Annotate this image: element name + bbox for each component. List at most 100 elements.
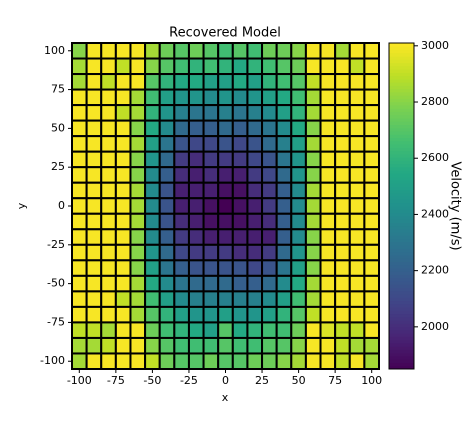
cell [231,336,249,355]
cell [348,243,366,262]
colorbar-segment [389,52,414,57]
cell [187,197,205,215]
cell [363,336,380,355]
cell [144,336,161,355]
x-tick-label: -50 [143,374,161,387]
cell [348,73,366,91]
cell [187,274,205,293]
cell [85,228,103,246]
cell [85,212,103,231]
cell [85,336,103,355]
cell [275,119,293,138]
colorbar-segment [389,192,414,197]
cell [71,166,88,184]
cell [275,228,293,246]
colorbar-segment [389,319,414,324]
cell [363,57,380,76]
cell [129,321,147,339]
cell [114,259,132,277]
cell [202,321,220,339]
cell [348,212,366,231]
cell [275,57,293,76]
cell [246,336,264,355]
cell [144,135,161,153]
cell [246,42,264,60]
cell [71,135,88,153]
cell [217,274,234,293]
cell [231,119,249,138]
cell [217,259,234,277]
colorbar-segment [389,137,414,142]
colorbar-segment [389,339,414,344]
colorbar-segment [389,300,414,305]
cell [231,274,249,293]
cell [290,119,307,138]
cell [71,243,88,262]
cell [173,166,190,184]
cell [363,119,380,138]
cell [319,73,337,91]
colorbar-segment [389,361,414,367]
cell [290,259,307,277]
colorbar-segment [389,202,414,207]
cell [129,166,147,184]
cell [217,290,234,308]
cell [304,104,322,122]
cell [348,197,366,215]
cell [202,290,220,308]
cell [144,305,161,324]
cell [231,290,249,308]
cell [363,181,380,200]
cell [187,305,205,324]
cell [144,88,161,107]
colorbar-segment [389,153,414,158]
cell [319,336,337,355]
cell [275,321,293,339]
cell [319,135,337,153]
cell [363,243,380,262]
cell [202,135,220,153]
cell [290,88,307,107]
cell [348,104,366,122]
colorbar-segment [389,198,414,204]
cell [290,305,307,324]
cell [71,88,88,107]
cell [71,290,88,308]
cell [114,135,132,153]
cell [173,150,190,169]
cell [158,212,176,231]
cell [187,352,205,371]
cell [246,73,264,91]
cell [261,352,278,371]
colorbar-segment [389,244,414,249]
cell [334,181,351,200]
cell [261,181,278,200]
cell [348,336,366,355]
cell [261,42,278,60]
cell [187,243,205,262]
x-tick-label: -25 [180,374,198,387]
colorbar-segment [389,257,414,262]
cell [334,259,351,277]
cell [348,119,366,138]
cell [319,352,337,371]
cell [246,243,264,262]
cell [275,166,293,184]
colorbar-label: Velocity (m/s) [448,161,463,250]
cell [85,274,103,293]
colorbar-segment [389,94,414,99]
cell [231,73,249,91]
colorbar-segment [389,313,414,318]
cell [158,197,176,215]
cell [334,243,351,262]
cell [158,259,176,277]
cell [173,259,190,277]
cell [100,166,117,184]
cell [202,119,220,138]
cell [187,259,205,277]
cell [261,57,278,76]
cell [246,135,264,153]
cell [187,336,205,355]
cell [319,42,337,60]
